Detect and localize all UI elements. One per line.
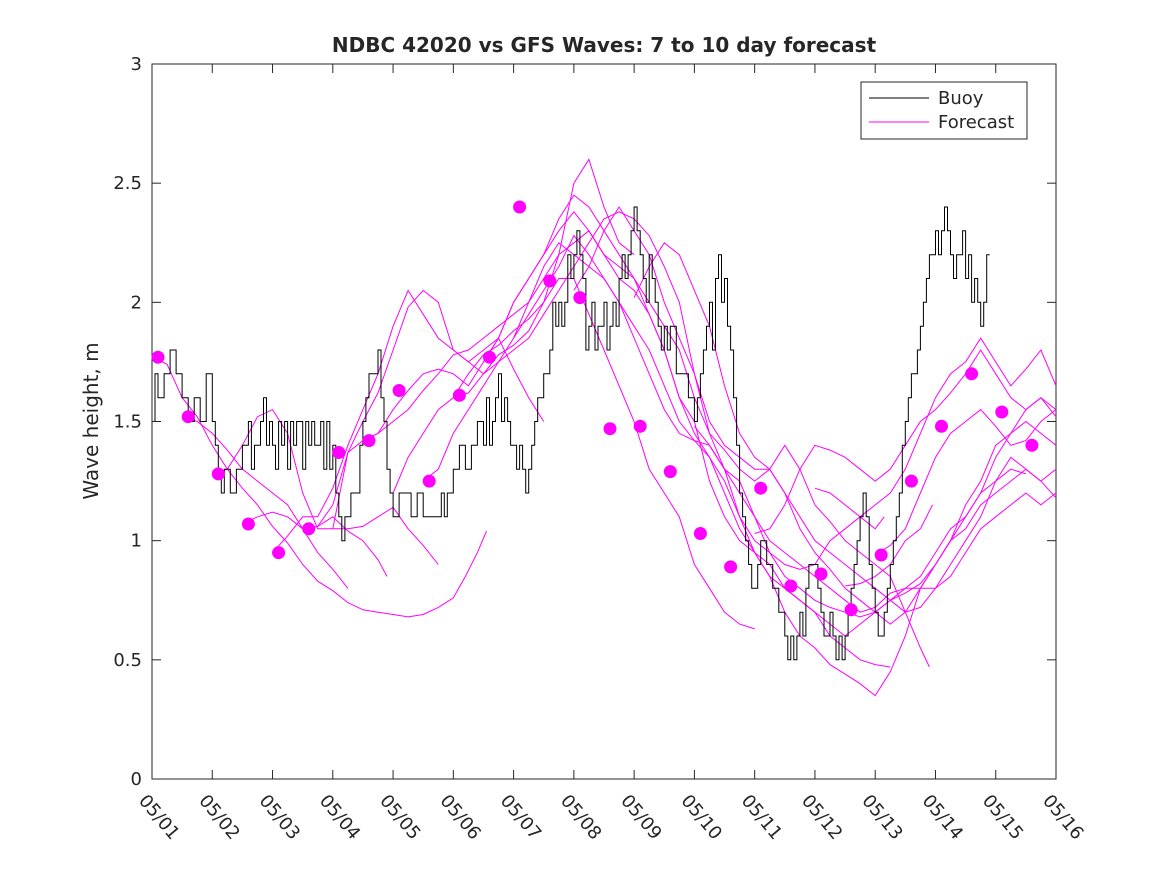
forecast-run-line-11	[452, 278, 755, 630]
forecast-marker-6	[302, 522, 316, 536]
forecast-marker-29	[995, 405, 1009, 419]
plot-area: 05/01 05/02 05/03 05/04 05/05 05/06 05/07 05/08…	[113, 54, 1087, 844]
forecast-marker-1	[151, 350, 165, 364]
forecast-marker-25	[874, 548, 888, 562]
y-tick-label: 1	[131, 531, 142, 552]
forecast-marker-18	[663, 465, 677, 479]
forecast-run-line-18	[814, 487, 885, 530]
forecast-run-line-12	[483, 210, 1057, 637]
forecast-marker-3	[211, 467, 225, 481]
forecast-marker-20	[724, 560, 738, 574]
forecast-run-line-13	[513, 234, 1057, 618]
forecast-marker-21	[754, 481, 768, 495]
forecast-marker-16	[603, 422, 617, 436]
forecast-marker-19	[693, 527, 707, 540]
forecast-run-line-15	[633, 242, 1057, 625]
forecast-marker-10	[422, 474, 436, 488]
forecast-run-line-2	[181, 416, 349, 589]
forecast-marker-24	[844, 603, 858, 617]
y-tick-label: 2.5	[113, 173, 142, 194]
chart-title: NDBC 42020 vs GFS Waves: 7 to 10 day for…	[332, 33, 877, 57]
legend-forecast-label: Forecast	[938, 112, 1014, 133]
forecast-marker-14	[543, 274, 557, 288]
forecast-run-line-16	[694, 337, 1057, 570]
legend: Buoy Forecast	[860, 81, 1028, 140]
y-axis: 0 0.5 1 1.5 2 2.5 3	[113, 54, 1056, 790]
forecast-markers	[151, 200, 1039, 617]
forecast-run-line-20	[874, 408, 1057, 556]
forecast-marker-22	[784, 579, 798, 593]
legend-box	[860, 81, 1028, 140]
forecast-marker-17	[633, 419, 647, 433]
forecast-marker-26	[904, 474, 918, 488]
y-tick-label: 3	[131, 54, 142, 75]
forecast-run-line-1	[151, 356, 487, 618]
forecast-marker-5	[272, 546, 286, 560]
forecast-marker-30	[1025, 438, 1039, 452]
forecast-marker-15	[573, 291, 587, 305]
legend-buoy-label: Buoy	[938, 88, 984, 109]
forecast-marker-27	[935, 419, 948, 433]
y-axis-label: Wave height, m	[79, 342, 103, 499]
forecast-runs	[151, 158, 1057, 697]
buoy-line	[152, 206, 990, 661]
forecast-marker-2	[181, 410, 195, 424]
forecast-marker-8	[362, 434, 376, 448]
y-tick-label: 2	[131, 292, 142, 313]
forecast-marker-28	[965, 367, 979, 381]
forecast-run-line-6	[302, 158, 635, 530]
y-tick-label: 0	[131, 769, 142, 790]
forecast-marker-9	[392, 384, 406, 397]
y-tick-label: 0.5	[113, 650, 142, 671]
buoy-series	[152, 206, 990, 661]
y-tick-label: 1.5	[113, 412, 142, 433]
forecast-marker-4	[241, 517, 255, 531]
forecast-marker-23	[814, 567, 828, 581]
forecast-run-line-14	[573, 206, 1057, 613]
forecast-marker-13	[513, 200, 527, 214]
forecast-marker-11	[452, 388, 466, 402]
forecast-marker-7	[332, 446, 346, 459]
forecast-run-line-3	[212, 408, 439, 565]
forecast-marker-12	[483, 350, 496, 364]
